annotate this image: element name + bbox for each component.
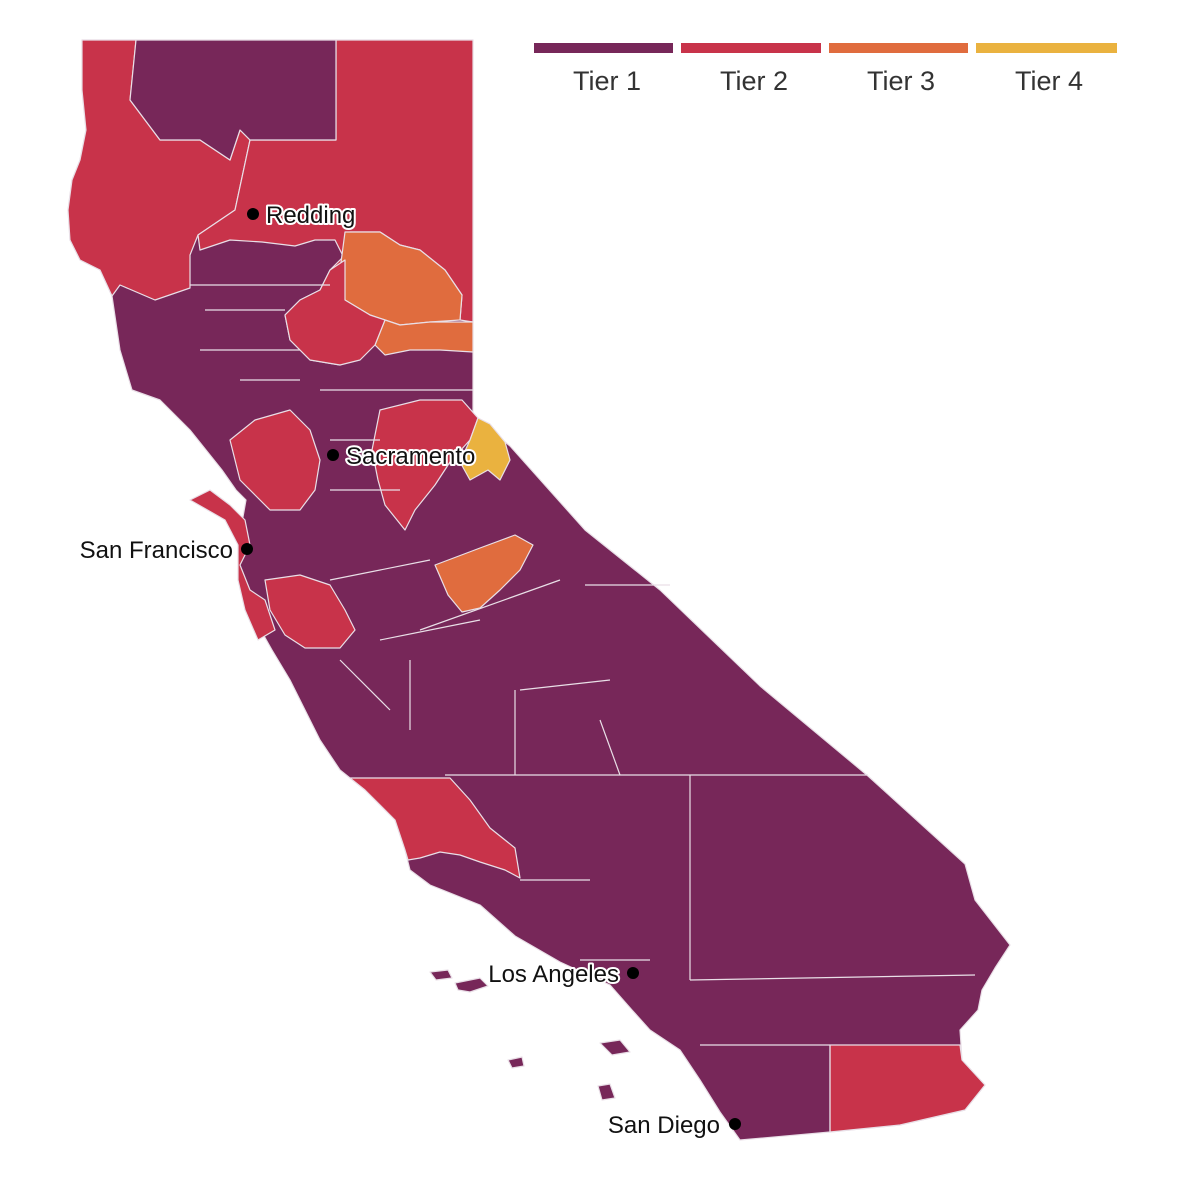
- channel-island: [507, 1056, 525, 1069]
- tier-2-imperial-county: [829, 1044, 986, 1133]
- legend-swatch-tier-1: [534, 43, 673, 53]
- tier-2-butte-county: [284, 259, 386, 366]
- tier-3-central-county: [434, 534, 534, 613]
- tier-2-sierra-foothill-counties: [371, 399, 479, 531]
- legend-swatch-tier-3: [829, 43, 968, 53]
- legend: Tier 1 Tier 2 Tier 3 Tier 4: [534, 43, 1117, 96]
- city-markers: Redding Sacramento San Francisco Los Ang…: [78, 200, 741, 1141]
- legend-label-tier-4: Tier 4: [1015, 66, 1083, 96]
- county-boundaries: [190, 284, 976, 1132]
- city-label-redding: Redding: [266, 202, 355, 229]
- city-label-sacramento: Sacramento: [346, 443, 475, 470]
- legend-label-tier-3: Tier 3: [867, 66, 935, 96]
- city-dot-los-angeles: [627, 967, 639, 979]
- legend-label-tier-1: Tier 1: [573, 66, 641, 96]
- channel-island: [454, 977, 489, 993]
- tier-2-south-bay-counties: [264, 574, 356, 649]
- city-dot-redding: [247, 208, 259, 220]
- tier-4-alpine-county: [459, 417, 511, 481]
- legend-swatch-tier-4: [976, 43, 1117, 53]
- channel-island: [429, 969, 453, 981]
- channel-island: [597, 1083, 616, 1101]
- tier-1-north-county: [129, 39, 337, 161]
- tier-2-marin-sf-counties: [189, 489, 276, 641]
- tier-2-central-coast-county: [349, 777, 521, 879]
- channel-island: [599, 1039, 631, 1056]
- city-dot-san-diego: [729, 1118, 741, 1130]
- city-label-los-angeles: Los Angeles: [488, 961, 619, 988]
- tier-3-sierra-county: [374, 319, 474, 356]
- legend-swatch-tier-2: [681, 43, 821, 53]
- city-label-san-diego: San Diego: [608, 1112, 720, 1139]
- city-dot-sacramento: [327, 449, 339, 461]
- legend-label-tier-2: Tier 2: [720, 66, 788, 96]
- city-label-san-francisco: San Francisco: [80, 537, 233, 564]
- tier-2-north-bay-counties: [229, 409, 321, 511]
- city-dot-san-francisco: [241, 543, 253, 555]
